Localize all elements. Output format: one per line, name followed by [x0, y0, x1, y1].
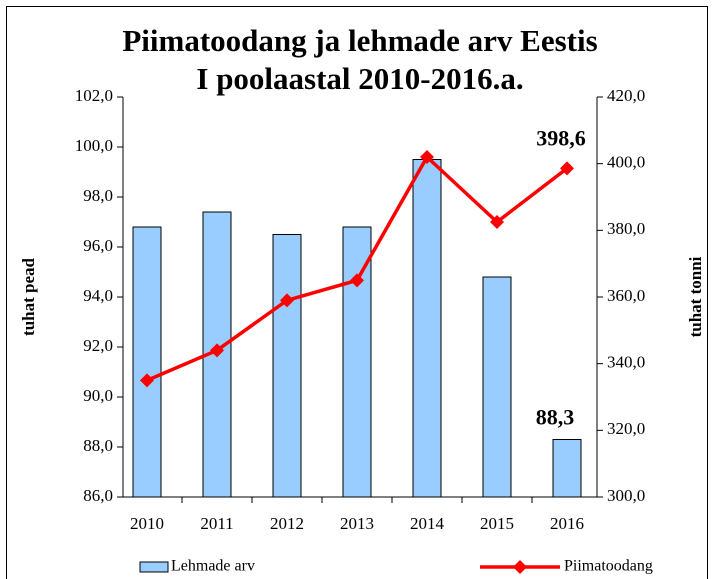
y-tick-label: 92,0 — [83, 336, 113, 355]
line-marker — [560, 161, 574, 176]
legend-swatch — [139, 561, 169, 573]
y-tick-label: 90,0 — [83, 386, 113, 405]
y-tick-label: 98,0 — [83, 186, 113, 205]
chart-title: Piimatoodang ja lehmade arv Eestis — [122, 23, 597, 58]
bar — [552, 439, 582, 498]
bar — [412, 159, 442, 498]
x-tick-label: 2012 — [270, 514, 304, 533]
y-tick-label: 96,0 — [83, 236, 113, 255]
x-tick-label: 2013 — [340, 514, 374, 533]
x-tick-label: 2016 — [550, 514, 584, 533]
x-tick-label: 2015 — [480, 514, 514, 533]
y2-tick-label: 360,0 — [607, 286, 645, 305]
bar — [482, 276, 512, 498]
value-label: 88,3 — [536, 405, 575, 430]
x-tick-label: 2014 — [410, 514, 445, 533]
y2-tick-label: 400,0 — [607, 153, 645, 172]
y2-tick-label: 380,0 — [607, 219, 645, 238]
y-axis-title: tuhat pead — [19, 257, 38, 335]
y-tick-label: 94,0 — [83, 286, 113, 305]
y-tick-label: 86,0 — [83, 486, 113, 505]
value-label: 398,6 — [536, 125, 586, 150]
bar — [272, 234, 302, 498]
y2-tick-label: 420,0 — [607, 86, 645, 105]
y2-tick-label: 340,0 — [607, 353, 645, 372]
legend-marker — [513, 560, 527, 574]
line-marker — [140, 373, 154, 388]
y2-axis-title: tuhat tonni — [686, 256, 705, 337]
line-marker — [420, 150, 434, 164]
legend-label: Piimatoodang — [564, 558, 653, 575]
x-tick-label: 2011 — [200, 514, 233, 533]
bar — [132, 226, 162, 498]
bar — [342, 226, 372, 498]
line-marker — [280, 293, 294, 308]
y2-tick-label: 320,0 — [607, 419, 645, 438]
x-tick-label: 2010 — [130, 514, 164, 533]
legend-label: Lehmade arv — [171, 558, 255, 575]
y-tick-label: 100,0 — [75, 136, 113, 155]
chart-title: I poolaastal 2010-2016.a. — [196, 61, 523, 96]
y-tick-label: 88,0 — [83, 436, 113, 455]
line-marker — [490, 215, 504, 229]
line-marker — [350, 273, 364, 288]
y2-tick-label: 300,0 — [607, 486, 645, 505]
y-tick-label: 102,0 — [75, 86, 113, 105]
line-marker — [210, 343, 224, 358]
